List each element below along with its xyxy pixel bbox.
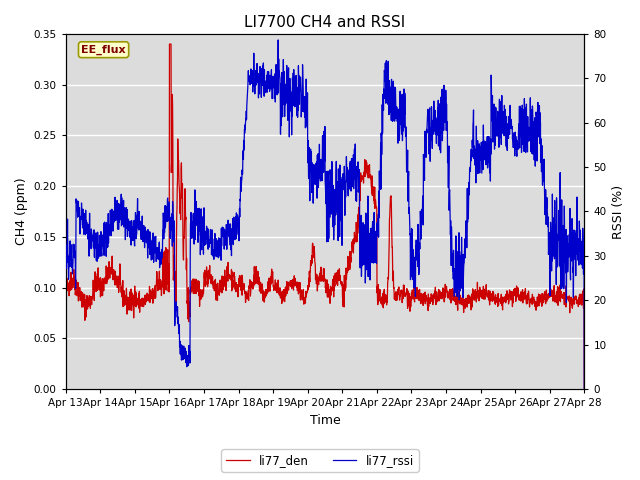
Line: li77_rssi: li77_rssi — [66, 40, 584, 389]
li77_rssi — [314, 151, 322, 156]
li77_rssi — [566, 253, 573, 259]
li77_rssi — [275, 37, 282, 43]
X-axis label: Time: Time — [310, 414, 340, 427]
li77_rssi — [62, 250, 70, 256]
li77_den — [62, 287, 70, 292]
li77_den — [88, 294, 96, 300]
li77_den — [566, 295, 573, 301]
li77_den — [301, 297, 308, 302]
Line: li77_den: li77_den — [66, 44, 584, 389]
Y-axis label: RSSI (%): RSSI (%) — [612, 184, 625, 239]
li77_den — [314, 275, 322, 281]
Title: LI7700 CH4 and RSSI: LI7700 CH4 and RSSI — [244, 15, 406, 30]
Text: EE_flux: EE_flux — [81, 45, 126, 55]
li77_rssi — [301, 94, 308, 100]
li77_den — [470, 297, 478, 302]
li77_rssi — [580, 386, 588, 392]
li77_rssi — [565, 232, 573, 238]
li77_den — [565, 293, 573, 299]
Y-axis label: CH4 (ppm): CH4 (ppm) — [15, 178, 28, 245]
li77_rssi — [470, 143, 478, 149]
Legend: li77_den, li77_rssi: li77_den, li77_rssi — [221, 449, 419, 472]
li77_rssi — [88, 234, 96, 240]
li77_den — [580, 386, 588, 392]
li77_den — [166, 41, 173, 47]
